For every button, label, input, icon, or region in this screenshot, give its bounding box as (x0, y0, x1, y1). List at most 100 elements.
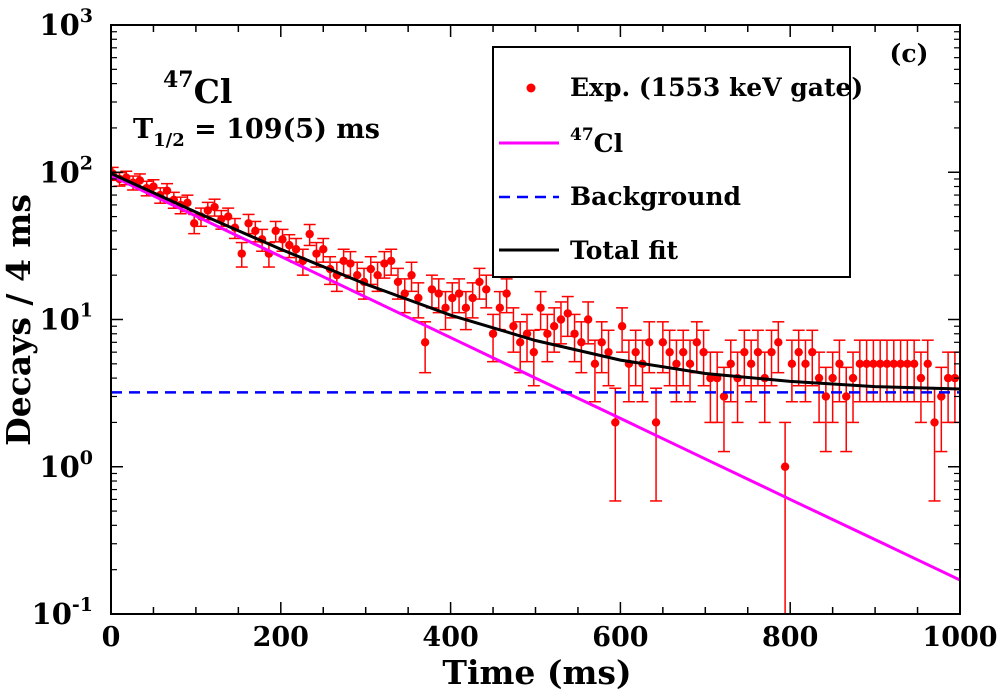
data-point (645, 338, 654, 347)
data-point (780, 462, 790, 471)
data-point (801, 359, 810, 369)
data-point (882, 359, 892, 369)
data-point (162, 186, 172, 195)
data-point (543, 329, 552, 338)
data-point (509, 322, 518, 331)
data-point (590, 359, 600, 369)
data-point (223, 212, 233, 221)
y-axis-label: Decays / 4 ms (0, 194, 38, 446)
data-point (699, 347, 708, 357)
data-point (556, 315, 566, 324)
y-tick-exponent: 2 (80, 152, 93, 174)
y-tick-base: 10 (39, 303, 79, 337)
legend-label-47cl-symbol: Cl (594, 129, 623, 158)
data-point (427, 285, 437, 294)
y-tick-label: 102 (39, 152, 93, 189)
data-point (291, 245, 301, 254)
data-point (604, 347, 613, 357)
data-point (719, 392, 729, 401)
data-point (862, 359, 871, 369)
data-point (916, 373, 926, 383)
legend-label-47cl: 47Cl (570, 125, 623, 158)
data-point (149, 182, 158, 191)
data-point (889, 359, 898, 369)
data-point (787, 359, 797, 369)
series-line-total-fit (111, 172, 960, 391)
data-point (746, 359, 756, 369)
data-point (658, 338, 668, 347)
data-point (875, 359, 885, 369)
data-point (597, 338, 606, 347)
data-point (373, 270, 382, 280)
data-point (488, 329, 498, 338)
data-point (855, 359, 865, 369)
data-point (930, 418, 939, 427)
data-point (393, 277, 403, 287)
data-point (448, 293, 457, 303)
data-point (454, 289, 464, 298)
data-point (386, 256, 396, 266)
chart-marks (111, 166, 960, 614)
data-point (468, 293, 477, 303)
data-point (869, 359, 878, 369)
data-point (536, 303, 545, 313)
data-point (237, 249, 246, 258)
halflife-annotation: T1/2 = 109(5) ms (133, 114, 380, 151)
data-point (495, 303, 505, 313)
data-point (210, 202, 219, 212)
data-point (475, 277, 484, 287)
data-point (651, 418, 661, 427)
data-point (848, 373, 858, 383)
data-point (502, 289, 511, 298)
data-point (903, 359, 912, 369)
data-point (842, 392, 851, 401)
y-tick-exponent: -1 (72, 594, 93, 616)
x-tick-label: 800 (762, 622, 818, 653)
data-point (380, 259, 389, 268)
data-point (774, 338, 783, 347)
data-point (414, 293, 423, 303)
legend-label-exp: Exp. (1553 keV gate) (570, 73, 863, 102)
data-point (631, 347, 640, 357)
y-tick-base: 10 (32, 597, 72, 631)
x-tick-label: 1000 (922, 622, 997, 653)
panel-label: (c) (890, 39, 929, 68)
data-point (937, 392, 946, 401)
x-tick-label: 400 (422, 622, 478, 653)
data-point (407, 270, 416, 280)
data-point (563, 309, 572, 318)
data-point (672, 359, 681, 369)
data-point (461, 303, 471, 313)
isotope-symbol: Cl (194, 72, 233, 111)
y-tick-base: 10 (39, 450, 79, 484)
data-point (529, 347, 539, 357)
data-point (679, 347, 688, 357)
data-point (549, 322, 559, 331)
y-tick-base: 10 (39, 155, 79, 189)
data-point (312, 249, 321, 258)
data-point (278, 235, 287, 244)
y-tick-label: 101 (39, 300, 93, 337)
isotope-mass: 47 (163, 67, 194, 93)
data-point (183, 198, 192, 208)
data-point (814, 373, 824, 383)
halflife-sub: 1/2 (153, 130, 185, 151)
data-point (943, 373, 953, 383)
data-point (794, 347, 803, 357)
data-point (366, 264, 375, 274)
legend-label-background: Background (570, 182, 741, 211)
data-point (251, 226, 260, 236)
data-point (135, 176, 145, 185)
legend-label-47cl-mass: 47 (570, 125, 594, 145)
data-point (305, 229, 314, 239)
legend-label-total-fit: Total fit (570, 236, 679, 265)
isotope-annotation: 47Cl (163, 67, 232, 111)
data-point (726, 359, 735, 369)
data-point (339, 256, 348, 266)
data-point (767, 347, 776, 357)
data-point (909, 359, 919, 369)
data-point (665, 347, 674, 357)
halflife-prefix: T (133, 114, 153, 145)
data-point (203, 206, 212, 215)
